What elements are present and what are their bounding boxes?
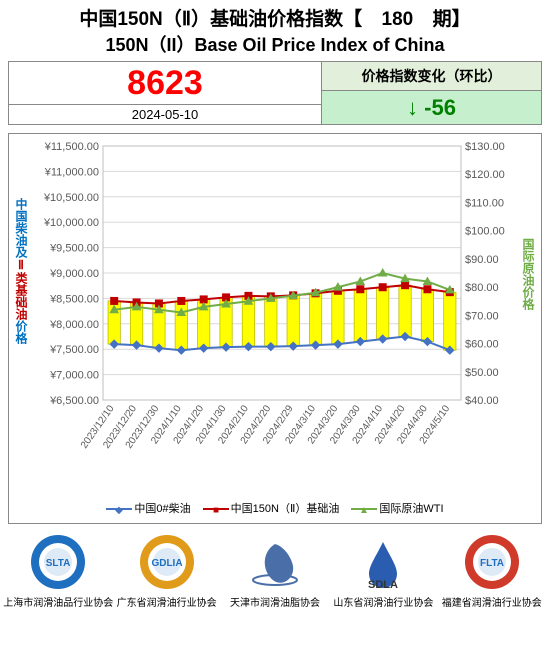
- svg-text:GDLIA: GDLIA: [151, 558, 182, 569]
- legend-label: 中国150N（Ⅱ）基础油: [231, 500, 340, 516]
- legend-label: 国际原油WTI: [379, 500, 443, 516]
- association-logo-icon: SLTA: [28, 532, 88, 592]
- svg-text:▲: ▲: [359, 505, 369, 514]
- svg-text:¥8,000.00: ¥8,000.00: [49, 319, 99, 331]
- header-row: 8623 2024-05-10 价格指数变化（环比） ↓ -56: [8, 61, 542, 125]
- down-arrow-icon: ↓: [407, 95, 418, 121]
- legend-label: 中国0#柴油: [134, 500, 190, 516]
- association-logo-icon: GDLIA: [137, 532, 197, 592]
- header-right: 价格指数变化（环比） ↓ -56: [321, 62, 541, 124]
- left-label-p1: 中国柴油及: [14, 198, 28, 258]
- svg-text:$80.00: $80.00: [465, 282, 499, 294]
- svg-text:¥9,000.00: ¥9,000.00: [49, 268, 99, 280]
- header-left: 8623 2024-05-10: [9, 62, 321, 124]
- svg-text:¥10,000.00: ¥10,000.00: [43, 217, 99, 229]
- association-2: 天津市润滑油脂协会: [221, 532, 329, 609]
- svg-text:$70.00: $70.00: [465, 310, 499, 322]
- association-logo-icon: FLTA: [462, 532, 522, 592]
- title-block: 中国150N（Ⅱ）基础油价格指数【 180 期】 150N（II）Base Oi…: [0, 0, 550, 59]
- index-value: 8623: [9, 62, 321, 104]
- association-0: SLTA 上海市润滑油品行业协会: [4, 532, 112, 609]
- legend-item-wti: ▲ 国际原油WTI: [351, 500, 443, 516]
- title-cn: 中国150N（Ⅱ）基础油价格指数【 180 期】: [0, 4, 550, 31]
- title-cn-suffix: 期】: [433, 9, 471, 30]
- svg-text:$130.00: $130.00: [465, 141, 505, 153]
- association-name: 广东省润滑油行业协会: [117, 594, 217, 609]
- svg-text:$60.00: $60.00: [465, 339, 499, 351]
- chart-legend: ◆ 中国0#柴油 ■ 中国150N（Ⅱ）基础油 ▲ 国际原油WTI: [13, 498, 537, 519]
- association-1: GDLIA 广东省润滑油行业协会: [112, 532, 220, 609]
- svg-text:$100.00: $100.00: [465, 226, 505, 238]
- footer-associations: SLTA 上海市润滑油品行业协会 GDLIA 广东省润滑油行业协会天津市润滑油脂协会 S…: [0, 532, 550, 609]
- svg-text:$50.00: $50.00: [465, 367, 499, 379]
- association-logo-icon: [245, 532, 305, 592]
- svg-text:$120.00: $120.00: [465, 169, 505, 181]
- svg-text:SDLA: SDLA: [368, 579, 398, 591]
- association-name: 山东省润滑油行业协会: [333, 594, 433, 609]
- svg-text:SLTA: SLTA: [46, 558, 71, 569]
- association-4: FLTA 福建省润滑油行业协会: [438, 532, 546, 609]
- left-label-p3: 价格: [14, 320, 28, 344]
- title-en: 150N（II）Base Oil Price Index of China: [0, 31, 550, 57]
- svg-text:¥11,500.00: ¥11,500.00: [44, 141, 99, 153]
- svg-text:FLTA: FLTA: [480, 558, 504, 569]
- association-3: SDLA 山东省润滑油行业协会: [329, 532, 437, 609]
- svg-text:$40.00: $40.00: [465, 395, 499, 407]
- svg-text:■: ■: [213, 505, 219, 514]
- svg-text:$110.00: $110.00: [465, 197, 504, 209]
- association-name: 天津市润滑油脂协会: [230, 594, 320, 609]
- chart-container: 中国柴油及Ⅱ类基础油价格 国际原油价格 ¥6,500.00¥7,000.00¥7…: [8, 133, 542, 524]
- svg-text:¥7,000.00: ¥7,000.00: [49, 370, 99, 382]
- chart-frame: 中国柴油及Ⅱ类基础油价格 国际原油价格 ¥6,500.00¥7,000.00¥7…: [13, 138, 537, 498]
- change-value: ↓ -56: [322, 91, 541, 124]
- issue-number: 180: [367, 9, 427, 31]
- title-cn-prefix: 中国150N（Ⅱ）基础油价格指数【: [79, 9, 362, 30]
- association-name: 上海市润滑油品行业协会: [3, 594, 113, 609]
- left-label-p2: Ⅱ类基础油: [14, 258, 28, 320]
- svg-text:◆: ◆: [116, 505, 124, 514]
- index-date: 2024-05-10: [9, 104, 321, 124]
- left-axis-label: 中国柴油及Ⅱ类基础油价格: [13, 198, 30, 344]
- svg-text:¥10,500.00: ¥10,500.00: [43, 192, 99, 204]
- change-number: -56: [424, 95, 456, 121]
- svg-text:¥7,500.00: ¥7,500.00: [49, 344, 99, 356]
- legend-item-base_oil: ■ 中国150N（Ⅱ）基础油: [203, 500, 340, 516]
- chart-svg: ¥6,500.00 ¥7,000.00 ¥7,500.00 ¥8,000.00 ¥8,5…: [29, 138, 529, 478]
- svg-text:¥8,500.00: ¥8,500.00: [49, 293, 99, 305]
- association-logo-icon: SDLA: [353, 532, 413, 592]
- legend-item-diesel: ◆ 中国0#柴油: [106, 500, 190, 516]
- svg-text:¥6,500.00: ¥6,500.00: [49, 395, 99, 407]
- svg-text:¥11,000.00: ¥11,000.00: [44, 166, 99, 178]
- svg-text:¥9,500.00: ¥9,500.00: [49, 243, 99, 255]
- change-title: 价格指数变化（环比）: [322, 62, 541, 91]
- svg-text:$90.00: $90.00: [465, 254, 499, 266]
- association-name: 福建省润滑油行业协会: [442, 594, 542, 609]
